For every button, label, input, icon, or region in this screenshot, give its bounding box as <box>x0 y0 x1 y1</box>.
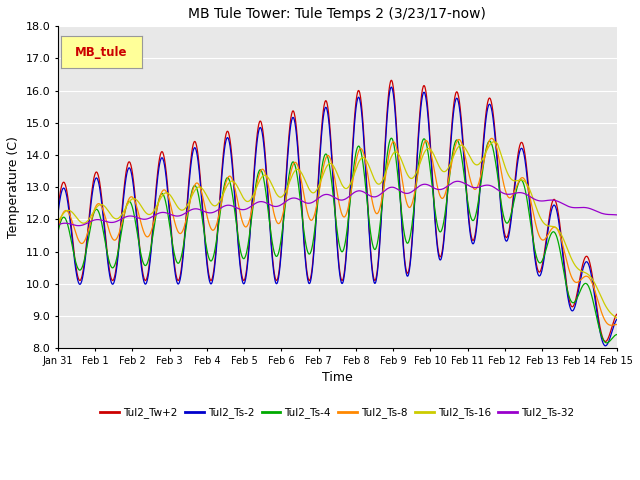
Title: MB Tule Tower: Tule Temps 2 (3/23/17-now): MB Tule Tower: Tule Temps 2 (3/23/17-now… <box>188 7 486 21</box>
Y-axis label: Temperature (C): Temperature (C) <box>7 136 20 238</box>
X-axis label: Time: Time <box>322 372 353 384</box>
Legend: Tul2_Tw+2, Tul2_Ts-2, Tul2_Ts-4, Tul2_Ts-8, Tul2_Ts-16, Tul2_Ts-32: Tul2_Tw+2, Tul2_Ts-2, Tul2_Ts-4, Tul2_Ts… <box>96 403 579 422</box>
